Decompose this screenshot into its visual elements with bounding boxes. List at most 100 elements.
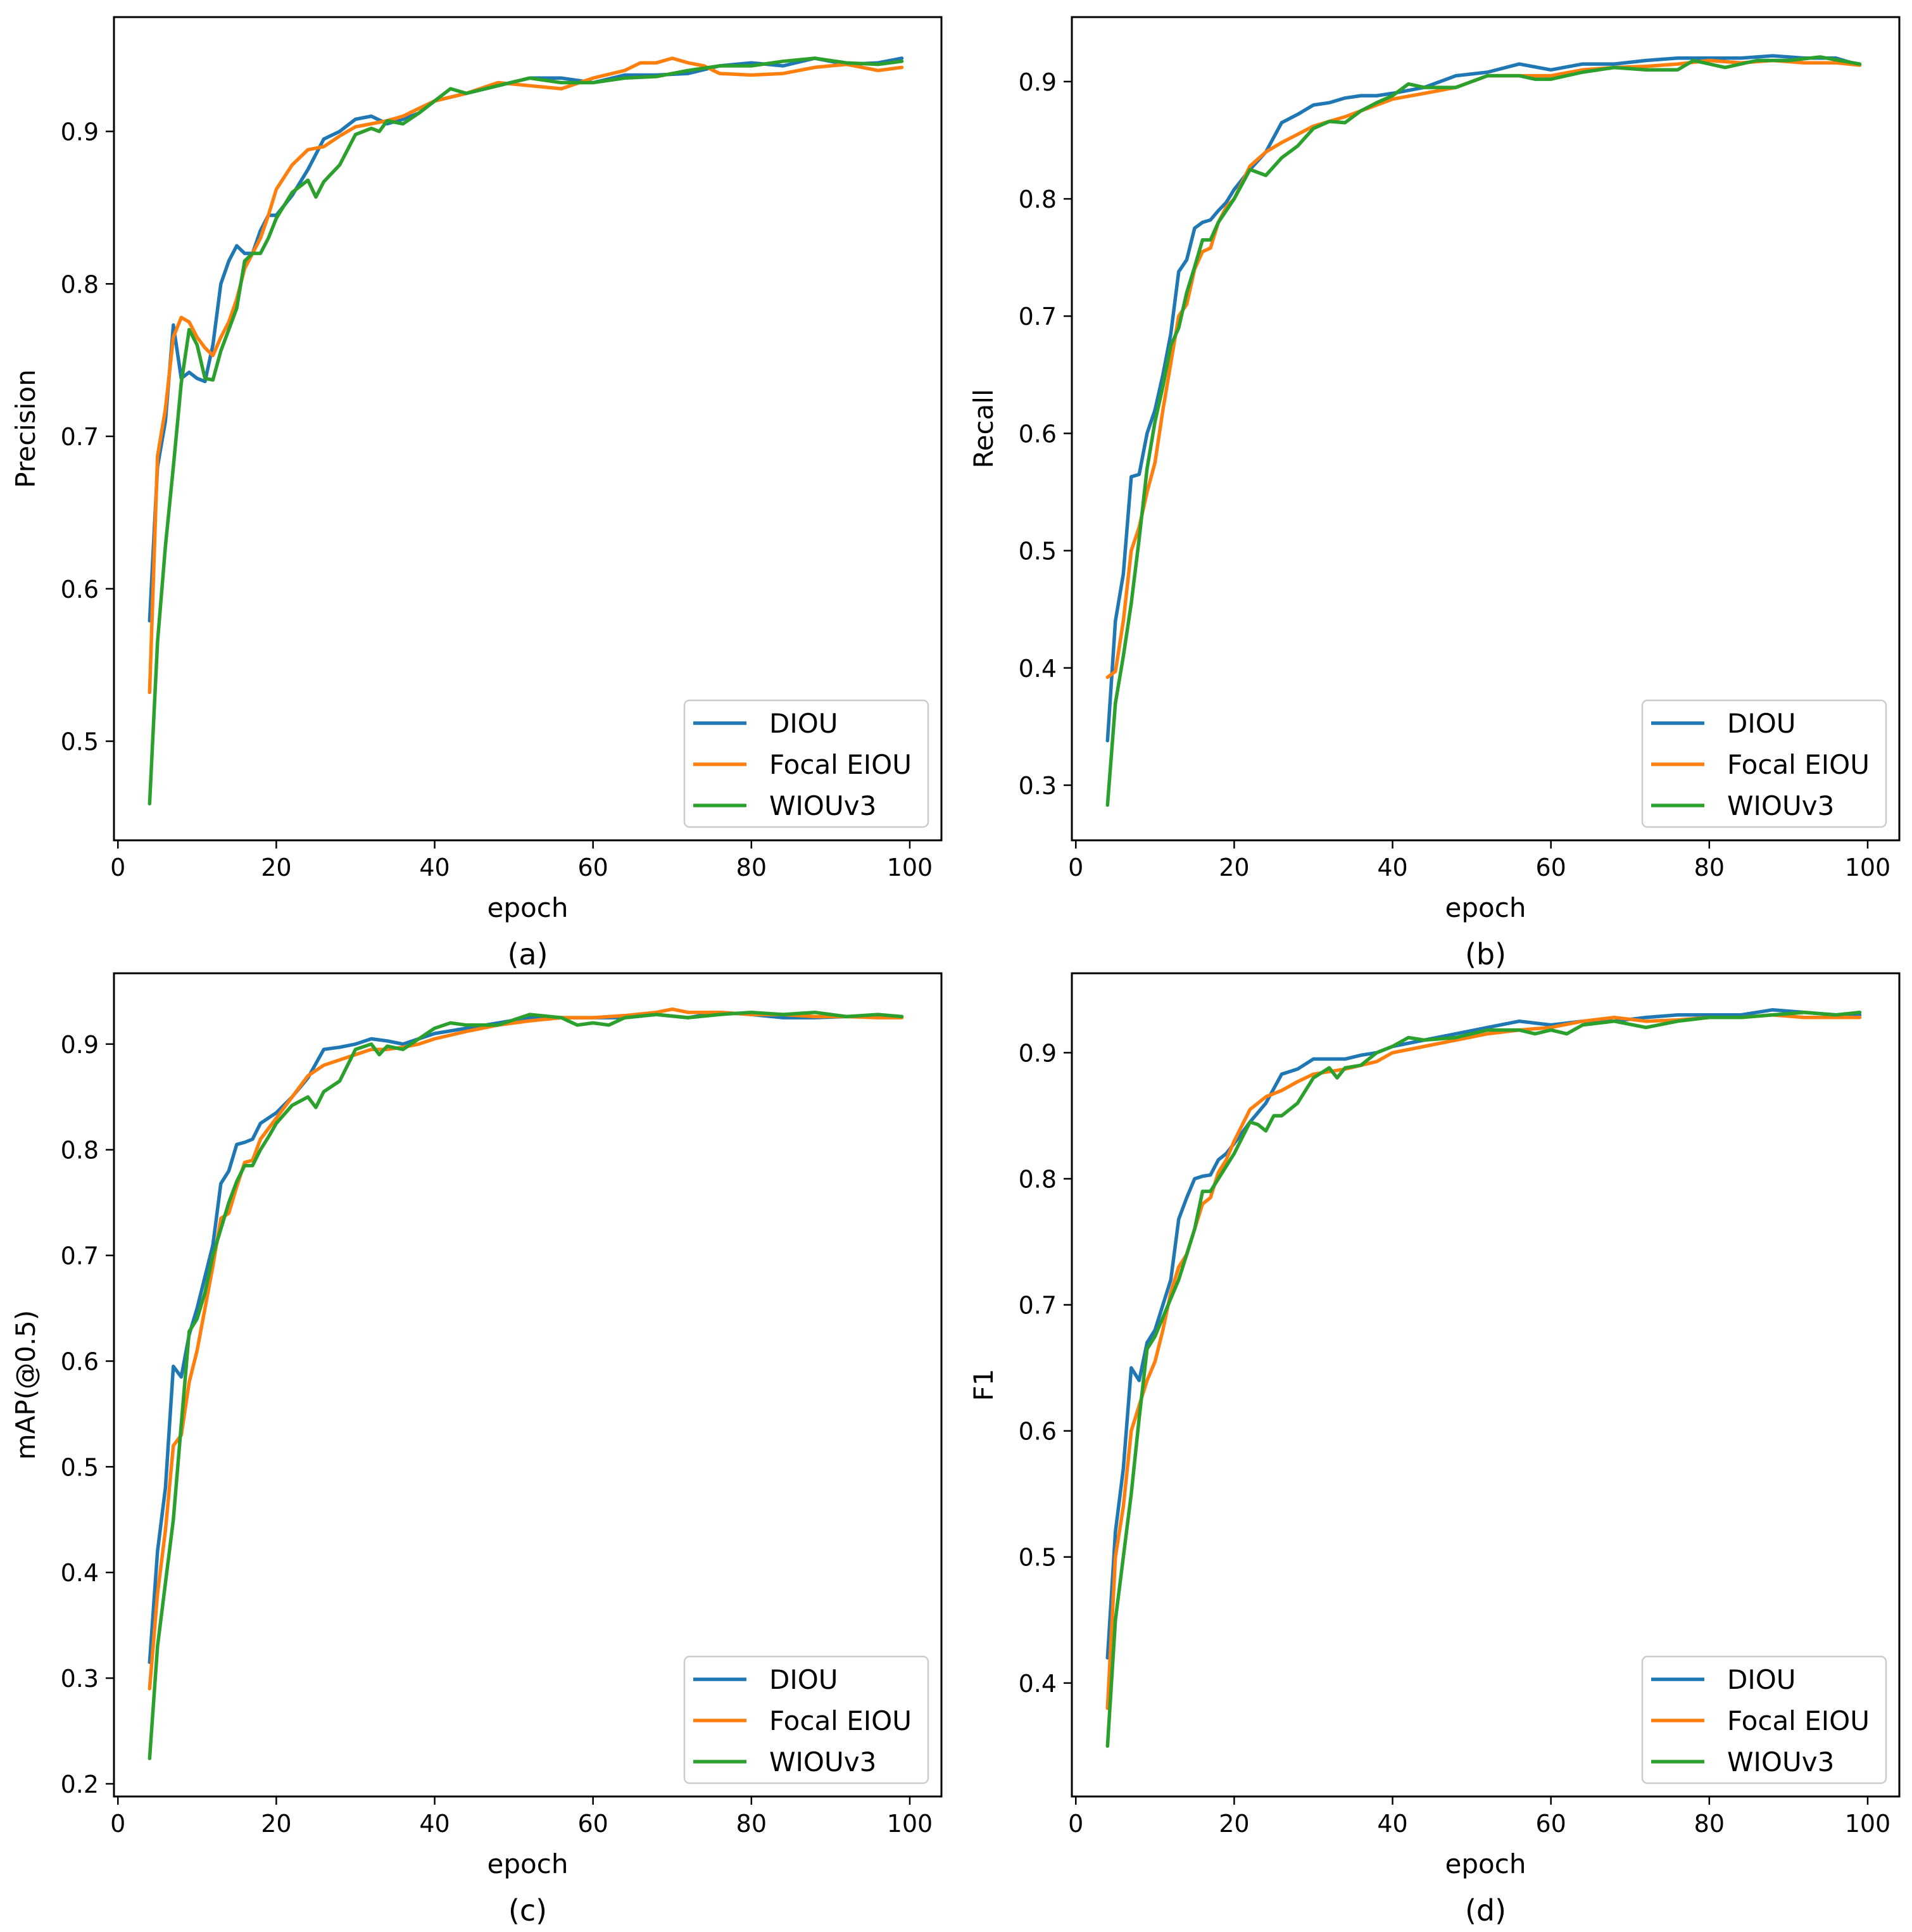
y-tick-label: 0.7	[1019, 303, 1057, 331]
legend-label: WIOUv3	[1727, 1746, 1834, 1777]
y-tick-label: 0.9	[1019, 1039, 1057, 1067]
y-tick-label: 0.9	[61, 118, 99, 146]
series-line-diou	[148, 56, 904, 623]
y-tick-label: 0.2	[61, 1771, 99, 1798]
x-tick-label: 20	[261, 1810, 291, 1838]
x-tick-label: 80	[1694, 1810, 1725, 1838]
y-tick-label: 0.5	[61, 1453, 99, 1481]
y-tick-label: 0.8	[1019, 186, 1057, 213]
panel-caption: (d)	[1465, 1893, 1506, 1928]
x-tick-label: 0	[110, 1810, 125, 1838]
series-line-wiouv3	[1105, 55, 1862, 807]
x-tick-label: 80	[736, 1810, 767, 1838]
x-tick-label: 20	[261, 854, 291, 881]
series-line-focal-eiou	[1105, 58, 1862, 679]
series-line-focal-eiou	[148, 56, 904, 695]
y-axis-label: Precision	[10, 369, 41, 488]
plot-frame	[113, 16, 943, 842]
y-tick-label: 0.8	[61, 270, 99, 298]
x-tick-label: 40	[419, 1810, 450, 1838]
plot-frame	[1071, 16, 1901, 842]
x-tick-label: 20	[1219, 854, 1249, 881]
x-tick-label: 60	[1536, 1810, 1566, 1838]
legend-box	[1641, 1655, 1887, 1784]
x-tick-label: 40	[419, 854, 450, 881]
x-tick-label: 100	[887, 854, 933, 881]
y-tick-label: 0.6	[61, 576, 99, 603]
legend-box	[683, 1655, 929, 1784]
x-tick-label: 60	[1536, 854, 1566, 881]
series-line-wiouv3	[148, 1010, 904, 1760]
x-tick-label: 100	[1845, 854, 1891, 881]
y-tick-label: 0.8	[61, 1137, 99, 1165]
y-tick-label: 0.3	[61, 1665, 99, 1693]
legend-box	[1641, 699, 1887, 828]
y-tick-label: 0.6	[1019, 1418, 1057, 1446]
x-tick-label: 80	[736, 854, 767, 881]
series-line-wiouv3	[1105, 1010, 1862, 1748]
legend-box	[683, 699, 929, 828]
panel-caption: (b)	[1465, 937, 1506, 971]
legend-label: WIOUv3	[1727, 790, 1834, 821]
y-tick-label: 0.9	[61, 1031, 99, 1059]
y-axis-label: F1	[968, 1369, 999, 1401]
y-tick-label: 0.7	[1019, 1292, 1057, 1320]
y-tick-label: 0.7	[61, 1242, 99, 1270]
legend: DIOU Focal EIOU WIOUv3	[1641, 1655, 1887, 1784]
legend-label: DIOU	[769, 1664, 838, 1695]
y-tick-label: 0.5	[61, 728, 99, 756]
chart-panel-b: 0 20 40 60 80 100 0.3 0.4 0.5 0.6 0.7 0.8 0.9 epoch Re…	[968, 16, 1901, 971]
x-tick-label: 0	[110, 854, 125, 881]
x-tick-label: 0	[1068, 1810, 1083, 1838]
legend-label: Focal EIOU	[769, 1705, 912, 1736]
x-axis-label: epoch	[1445, 1848, 1526, 1879]
y-axis-label: Recall	[968, 389, 999, 468]
plot-frame	[1071, 972, 1901, 1798]
series-line-diou	[1105, 54, 1862, 743]
legend-label: DIOU	[769, 708, 838, 739]
chart-panel-c: 0 20 40 60 80 100 0.2 0.3 0.4 0.5 0.6 0.7 0.8 0.9 epoc…	[10, 972, 943, 1928]
y-tick-label: 0.7	[61, 423, 99, 451]
x-tick-label: 0	[1068, 854, 1083, 881]
legend-label: Focal EIOU	[1727, 1705, 1870, 1736]
x-tick-label: 60	[578, 854, 608, 881]
legend-label: Focal EIOU	[769, 749, 912, 780]
series-line-diou	[1105, 1007, 1862, 1660]
y-tick-label: 0.8	[1019, 1166, 1057, 1194]
x-tick-label: 100	[1845, 1810, 1891, 1838]
legend-label: Focal EIOU	[1727, 749, 1870, 780]
chart-panel-a: 0 20 40 60 80 100 0.5 0.6 0.7 0.8 0.9 epoch Precisio…	[10, 16, 943, 971]
y-tick-label: 0.6	[61, 1348, 99, 1375]
chart-panel-d: 0 20 40 60 80 100 0.4 0.5 0.6 0.7 0.8 0.9 epoch F1 (d)…	[968, 972, 1901, 1928]
legend: DIOU Focal EIOU WIOUv3	[1641, 699, 1887, 828]
plot-frame	[113, 972, 943, 1798]
legend: DIOU Focal EIOU WIOUv3	[683, 699, 929, 828]
x-tick-label: 20	[1219, 1810, 1249, 1838]
y-tick-label: 0.4	[1019, 655, 1057, 683]
y-tick-label: 0.5	[1019, 538, 1057, 565]
x-tick-label: 80	[1694, 854, 1725, 881]
y-tick-label: 0.6	[1019, 420, 1057, 448]
legend-label: DIOU	[1727, 1664, 1796, 1695]
y-tick-label: 0.9	[1019, 68, 1057, 96]
y-tick-label: 0.3	[1019, 772, 1057, 800]
x-tick-label: 40	[1377, 854, 1407, 881]
y-axis-label: mAP(@0.5)	[10, 1310, 41, 1460]
panel-caption: (c)	[508, 1893, 547, 1928]
x-tick-label: 60	[578, 1810, 608, 1838]
legend-label: DIOU	[1727, 708, 1796, 739]
x-axis-label: epoch	[487, 892, 569, 923]
x-tick-label: 40	[1377, 1810, 1407, 1838]
x-axis-label: epoch	[487, 1848, 569, 1879]
y-tick-label: 0.4	[61, 1559, 99, 1587]
y-tick-label: 0.4	[1019, 1670, 1057, 1698]
panel-caption: (a)	[507, 937, 548, 971]
series-line-focal-eiou	[1105, 1013, 1862, 1710]
x-axis-label: epoch	[1445, 892, 1526, 923]
y-tick-label: 0.5	[1019, 1544, 1057, 1572]
legend-label: WIOUv3	[769, 1746, 876, 1777]
x-tick-label: 100	[887, 1810, 933, 1838]
legend-label: WIOUv3	[769, 790, 876, 821]
